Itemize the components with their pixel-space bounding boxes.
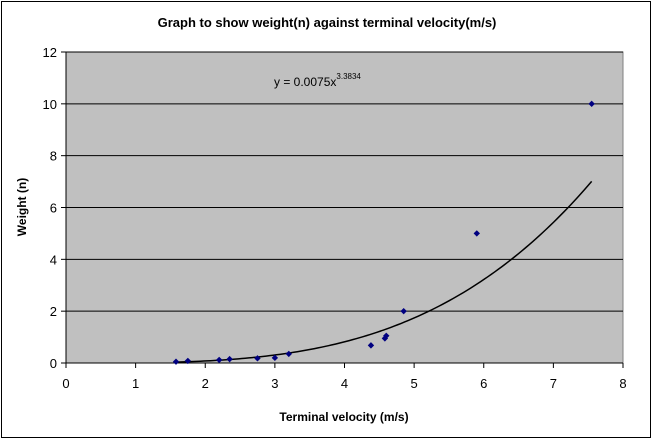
x-tick-label: 8 xyxy=(619,376,626,391)
grid-lines xyxy=(66,51,623,312)
x-tick-label: 6 xyxy=(480,376,487,391)
data-points xyxy=(172,100,595,365)
data-point xyxy=(254,355,261,362)
data-point xyxy=(473,230,480,237)
x-tick-label: 0 xyxy=(62,376,69,391)
x-tick-label: 4 xyxy=(341,376,348,391)
data-point xyxy=(184,357,192,365)
y-axis-ticks: 0 2 4 6 8 10 12 xyxy=(43,45,66,371)
y-tick-label: 10 xyxy=(43,97,57,112)
data-point xyxy=(226,355,233,363)
x-tick-label: 3 xyxy=(271,376,278,391)
x-tick-label: 7 xyxy=(550,376,557,391)
x-tick-label: 5 xyxy=(411,376,418,391)
data-point xyxy=(215,356,223,364)
data-point xyxy=(172,358,180,365)
x-tick-label: 2 xyxy=(202,376,209,391)
data-point xyxy=(588,100,595,108)
y-tick-label: 2 xyxy=(50,304,57,319)
data-point xyxy=(383,332,390,339)
equation-exponent: 3.3834 xyxy=(336,72,361,81)
y-axis-label: Weight (n) xyxy=(15,178,29,236)
y-tick-label: 4 xyxy=(50,252,57,267)
x-axis-label: Terminal velocity (m/s) xyxy=(279,410,408,424)
power-trendline xyxy=(175,180,593,363)
trendline-equation: y = 0.0075x3.3834 xyxy=(274,72,361,89)
y-tick-label: 6 xyxy=(50,201,57,216)
y-tick-label: 0 xyxy=(50,356,57,371)
data-point xyxy=(367,342,375,349)
data-point xyxy=(400,307,407,315)
x-tick-label: 1 xyxy=(132,376,139,391)
y-tick-label: 12 xyxy=(43,45,57,60)
data-point xyxy=(285,350,292,358)
x-axis-ticks: 0 1 2 3 4 5 6 7 8 xyxy=(62,52,627,391)
equation-base: y = 0.0075x xyxy=(274,75,336,89)
data-point xyxy=(271,354,279,362)
chart-title: Graph to show weight(n) against terminal… xyxy=(158,15,497,30)
y-tick-label: 8 xyxy=(50,149,57,164)
